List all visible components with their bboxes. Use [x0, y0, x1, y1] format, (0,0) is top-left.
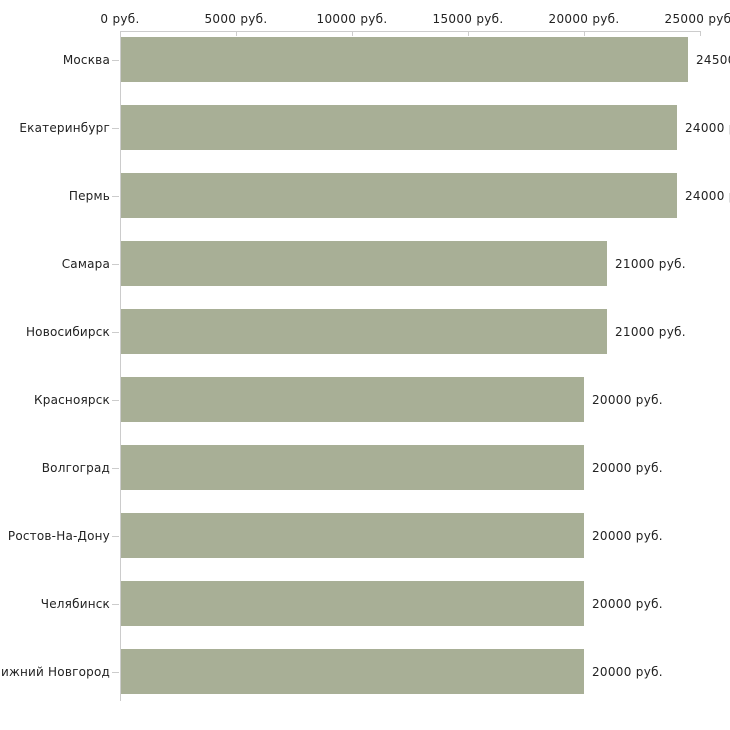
x-axis-tick-label: 20000 руб.	[548, 12, 620, 26]
value-label: 20000 руб.	[592, 664, 663, 679]
category-label: Екатеринбург	[19, 120, 110, 135]
x-axis-tick-label: 10000 руб.	[316, 12, 388, 26]
bar	[121, 649, 584, 694]
category-tick	[112, 196, 119, 197]
value-label: 20000 руб.	[592, 528, 663, 543]
bar	[121, 445, 584, 490]
x-axis-tick-label: 5000 руб.	[204, 12, 268, 26]
x-axis-tick-label: 25000 руб.	[664, 12, 730, 26]
category-tick	[112, 468, 119, 469]
category-label: Ростов-На-Дону	[7, 528, 110, 543]
category-label: Москва	[62, 52, 110, 67]
category-tick	[112, 536, 119, 537]
bar	[121, 105, 677, 150]
category-label: Нижний Новгород	[0, 664, 110, 679]
bar	[121, 309, 607, 354]
category-tick	[112, 128, 119, 129]
category-tick	[112, 672, 119, 673]
value-label: 21000 руб.	[615, 256, 686, 271]
category-label: Пермь	[68, 188, 110, 203]
bar	[121, 37, 688, 82]
bar	[121, 173, 677, 218]
x-axis-tick	[468, 31, 469, 36]
category-tick	[112, 264, 119, 265]
category-tick	[112, 604, 119, 605]
x-axis-tick	[120, 31, 121, 36]
category-label: Самара	[61, 256, 110, 271]
value-label: 24000 руб.	[685, 188, 730, 203]
x-axis-tick-label: 15000 руб.	[432, 12, 504, 26]
bar	[121, 581, 584, 626]
x-axis-tick	[352, 31, 353, 36]
category-label: Новосибирск	[25, 324, 110, 339]
value-label: 20000 руб.	[592, 596, 663, 611]
x-axis-tick	[700, 31, 701, 36]
bar	[121, 241, 607, 286]
category-tick	[112, 400, 119, 401]
bar	[121, 513, 584, 558]
category-tick	[112, 332, 119, 333]
value-label: 20000 руб.	[592, 392, 663, 407]
x-axis-tick	[584, 31, 585, 36]
x-axis-tick	[236, 31, 237, 36]
category-tick	[112, 60, 119, 61]
x-axis-tick-label: 0 руб.	[100, 12, 140, 26]
value-label: 21000 руб.	[615, 324, 686, 339]
y-axis-line	[120, 31, 121, 701]
value-label: 24500 руб.	[696, 52, 730, 67]
category-label: Челябинск	[40, 596, 110, 611]
value-label: 20000 руб.	[592, 460, 663, 475]
value-label: 24000 руб.	[685, 120, 730, 135]
category-label: Волгоград	[41, 460, 110, 475]
x-axis-line	[120, 31, 701, 32]
bar	[121, 377, 584, 422]
category-label: Красноярск	[34, 392, 110, 407]
